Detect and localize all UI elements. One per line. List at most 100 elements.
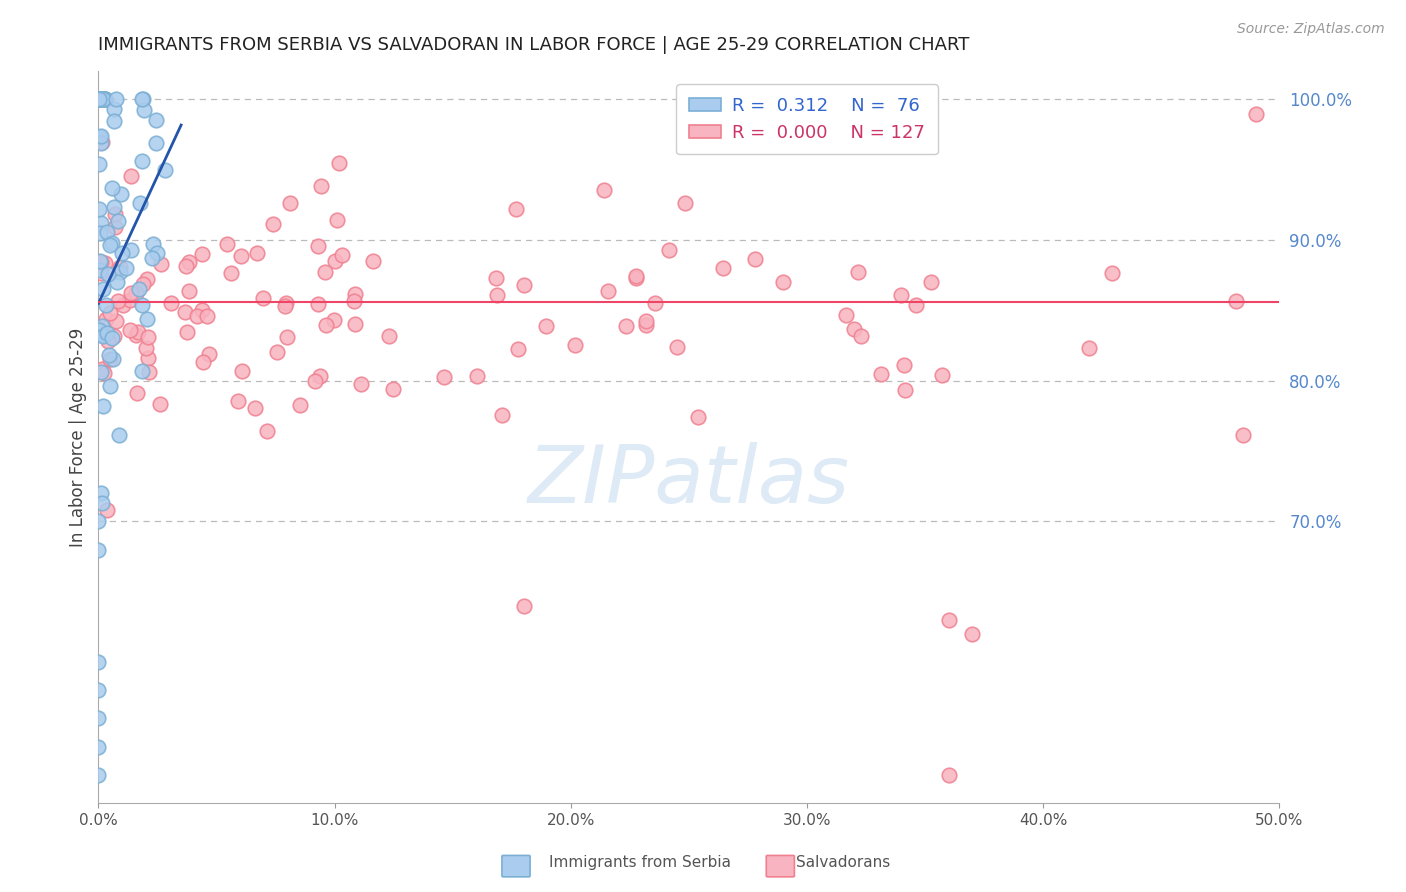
Point <box>89 323 111 337</box>
Point <box>94 312 117 326</box>
Point <box>485 271 508 285</box>
Point <box>124 328 146 343</box>
Point <box>307 239 329 253</box>
Point <box>110 265 132 279</box>
Point <box>89 263 111 277</box>
Point <box>107 294 129 309</box>
Point <box>87 515 110 529</box>
Point <box>665 339 688 353</box>
Point <box>658 243 681 257</box>
Point <box>314 265 336 279</box>
Point <box>87 326 110 340</box>
Point <box>330 248 353 262</box>
Point <box>142 237 165 252</box>
Point <box>87 655 110 669</box>
Point <box>308 368 330 383</box>
Point <box>87 683 110 698</box>
Point <box>104 220 127 235</box>
Point <box>534 318 557 333</box>
Point <box>598 284 620 298</box>
Point <box>1244 106 1267 120</box>
Point <box>90 129 112 144</box>
Point <box>131 298 153 312</box>
Point <box>711 261 734 276</box>
Point <box>149 257 172 271</box>
Point <box>115 261 138 276</box>
Point <box>110 186 132 201</box>
Point <box>96 503 118 517</box>
Point <box>343 293 366 308</box>
Point <box>135 272 157 286</box>
Point <box>91 282 114 296</box>
Point <box>1078 341 1101 355</box>
Point <box>186 309 208 323</box>
Point <box>262 217 284 231</box>
Point <box>87 156 110 170</box>
Point <box>131 277 153 291</box>
Text: Source: ZipAtlas.com: Source: ZipAtlas.com <box>1237 22 1385 37</box>
Point <box>252 291 274 305</box>
Text: ZIPatlas: ZIPatlas <box>527 442 851 520</box>
Point <box>849 328 872 343</box>
Point <box>381 382 404 396</box>
Point <box>87 739 110 754</box>
Point <box>91 93 114 107</box>
Point <box>93 93 115 107</box>
Point <box>93 256 115 270</box>
Point <box>938 767 960 781</box>
Point <box>98 237 121 252</box>
Point <box>120 323 142 337</box>
Point <box>174 259 197 273</box>
Point <box>160 295 183 310</box>
Point <box>513 277 536 292</box>
Point <box>363 254 385 268</box>
Point <box>889 288 911 302</box>
Point <box>138 365 160 379</box>
Point <box>288 398 311 412</box>
Point <box>644 295 666 310</box>
Point <box>145 136 167 150</box>
Point <box>191 247 214 261</box>
Point <box>176 325 198 339</box>
Point <box>91 496 114 510</box>
Point <box>846 265 869 279</box>
Point <box>120 243 142 257</box>
Point <box>309 178 332 193</box>
Point <box>89 226 111 240</box>
Point <box>564 338 586 352</box>
Point <box>174 305 197 319</box>
Point <box>433 369 456 384</box>
Point <box>93 93 115 107</box>
Text: Immigrants from Serbia: Immigrants from Serbia <box>548 855 731 870</box>
Point <box>90 136 112 151</box>
Point <box>512 599 534 613</box>
Point <box>744 252 766 267</box>
Point <box>90 266 112 280</box>
Point <box>125 285 148 300</box>
Point <box>93 93 115 107</box>
Point <box>90 255 112 269</box>
Point <box>343 317 366 331</box>
Point <box>104 314 127 328</box>
Point <box>326 213 349 227</box>
Point <box>191 303 214 318</box>
Point <box>136 351 159 365</box>
Point <box>215 237 238 252</box>
Point <box>135 341 157 355</box>
Point <box>120 169 142 183</box>
Legend: R =  0.312    N =  76, R =  0.000    N = 127: R = 0.312 N = 76, R = 0.000 N = 127 <box>676 84 938 154</box>
Point <box>103 102 125 116</box>
Point <box>343 287 366 301</box>
Point <box>221 266 243 280</box>
Point <box>246 245 269 260</box>
Point <box>104 93 127 107</box>
Point <box>120 285 142 300</box>
Point <box>378 329 401 343</box>
Point <box>103 329 125 343</box>
Point <box>97 334 120 348</box>
Point <box>614 318 637 333</box>
Point <box>128 195 150 210</box>
Point <box>276 330 298 344</box>
Point <box>89 130 111 145</box>
Point <box>87 542 110 557</box>
